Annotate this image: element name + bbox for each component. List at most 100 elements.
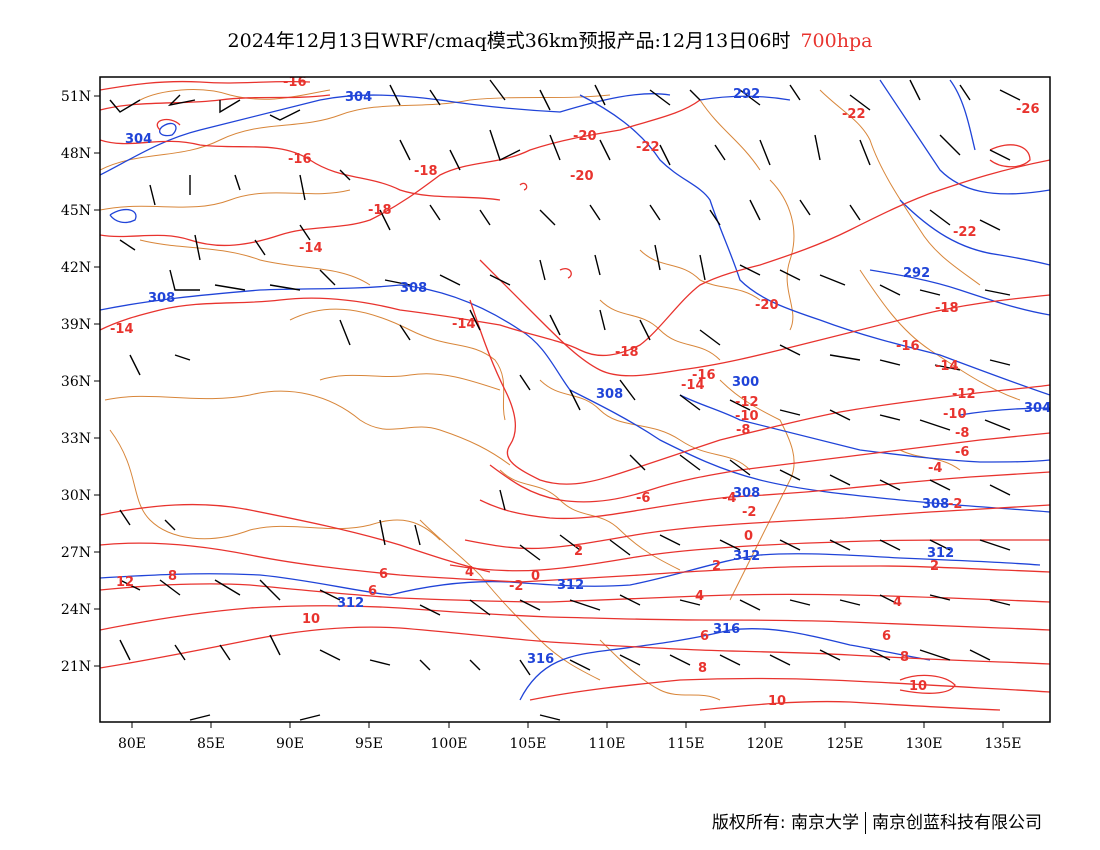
temperature-label: 2: [930, 559, 939, 574]
temperature-label: 4: [695, 589, 704, 604]
temperature-label: 6: [368, 584, 377, 599]
temperature-label: -8: [736, 423, 750, 438]
lat-tick-label: 48N: [61, 146, 91, 162]
lon-tick-label: 90E: [276, 736, 304, 752]
temperature-labels: -16 -16 -18 -18 -14 -14 -14 -20 -20 -22 …: [110, 75, 1040, 709]
temperature-label: -20: [755, 298, 779, 313]
temperature-label: -18: [368, 203, 392, 218]
temperature-label: -22: [636, 140, 660, 155]
temperature-label: -14: [935, 359, 959, 374]
temperature-label: 8: [698, 661, 707, 676]
lat-tick-label: 39N: [61, 317, 91, 333]
temperature-label: -6: [955, 445, 969, 460]
height-label: 316: [527, 652, 554, 667]
lat-tick-label: 51N: [61, 89, 91, 105]
height-label: 308: [148, 291, 175, 306]
lon-tick-label: 130E: [906, 736, 943, 752]
temperature-label: 4: [465, 565, 474, 580]
temperature-label: -2: [509, 579, 523, 594]
lon-tick-label: 105E: [510, 736, 547, 752]
temperature-label: -12: [952, 387, 976, 402]
temperature-label: -16: [283, 75, 307, 90]
height-label: 312: [733, 549, 760, 564]
temperature-label: -12: [735, 395, 759, 410]
lon-tick-label: 135E: [985, 736, 1022, 752]
lat-tick-label: 21N: [61, 659, 91, 675]
height-label: 292: [733, 87, 760, 102]
temperature-label: 2: [712, 559, 721, 574]
height-label: 308: [400, 281, 427, 296]
height-label: 312: [557, 578, 584, 593]
lon-tick-label: 80E: [118, 736, 146, 752]
temperature-label: -16: [692, 368, 716, 383]
map-title: 2024年12月13日WRF/cmaq模式36km预报产品:12月13日06时 7…: [0, 26, 1100, 53]
copyright-right: 南京创蓝科技有限公司: [872, 813, 1042, 833]
lat-tick-label: 27N: [61, 545, 91, 561]
temperature-label: -14: [299, 241, 323, 256]
temperature-label: -10: [735, 409, 759, 424]
temperature-label: -16: [288, 152, 312, 167]
temperature-label: 10: [768, 694, 786, 709]
lon-tick-label: 85E: [197, 736, 225, 752]
temperature-label: -10: [943, 407, 967, 422]
temperature-label: 8: [900, 650, 909, 665]
temperature-label: 0: [744, 529, 753, 544]
copyright-notice: 版权所有: 南京大学 南京创蓝科技有限公司: [712, 808, 1042, 834]
temperature-label: -4: [722, 491, 736, 506]
lon-tick-label: 120E: [747, 736, 784, 752]
temperature-label: 6: [882, 629, 891, 644]
temperature-label: 4: [893, 595, 902, 610]
temperature-label: -20: [570, 169, 594, 184]
map-frame: [99, 76, 1051, 723]
temperature-label: 8: [168, 569, 177, 584]
y-axis-labels: 51N 48N 45N 42N 39N 36N 33N 30N 27N 24N …: [61, 89, 91, 675]
temperature-label: -18: [414, 164, 438, 179]
copyright-left: 版权所有: 南京大学: [711, 813, 859, 833]
height-label: 304: [345, 90, 372, 105]
lon-tick-label: 110E: [589, 736, 626, 752]
temperature-label: -18: [935, 301, 959, 316]
lat-tick-label: 24N: [61, 602, 91, 618]
height-label: 308: [596, 387, 623, 402]
temperature-label: -2: [742, 505, 756, 520]
height-label: 312: [337, 596, 364, 611]
temperature-label: -4: [928, 461, 942, 476]
temperature-label: 2: [574, 544, 583, 559]
lon-tick-label: 125E: [827, 736, 864, 752]
temperature-label: 12: [116, 575, 134, 590]
lon-tick-label: 95E: [355, 736, 383, 752]
title-level: 700hpa: [800, 30, 873, 52]
height-label: 292: [903, 266, 930, 281]
height-label: 308: [922, 497, 949, 512]
height-label: 304: [1024, 401, 1051, 416]
lat-tick-label: 42N: [61, 260, 91, 276]
lat-tick-label: 33N: [61, 431, 91, 447]
temperature-label: -8: [955, 426, 969, 441]
temperature-label: -6: [636, 491, 650, 506]
height-labels: 304 304 292 308 308 292 308 300 308 308 …: [125, 87, 1051, 667]
lat-tick-label: 45N: [61, 203, 91, 219]
height-label: 316: [713, 622, 740, 637]
temperature-label: -16: [896, 339, 920, 354]
temperature-label: -20: [573, 129, 597, 144]
x-axis-labels: 80E 85E 90E 95E 100E 105E 110E 115E 120E…: [118, 736, 1022, 752]
title-main: 2024年12月13日WRF/cmaq模式36km预报产品:12月13日06时: [227, 30, 791, 52]
lat-tick-label: 36N: [61, 374, 91, 390]
temperature-label: 6: [700, 629, 709, 644]
x-axis: [131, 722, 1004, 728]
wind-barbs: [109, 79, 1021, 721]
lon-tick-label: 115E: [668, 736, 705, 752]
temperature-label: -26: [1016, 102, 1040, 117]
temperature-label: -22: [953, 225, 977, 240]
y-axis: [94, 95, 100, 667]
lat-tick-label: 30N: [61, 488, 91, 504]
temperature-label: -18: [615, 345, 639, 360]
height-label: 300: [732, 375, 759, 390]
temperature-label: 10: [302, 612, 320, 627]
temperature-label: 0: [531, 569, 540, 584]
height-label: 308: [733, 486, 760, 501]
temperature-label: -2: [948, 497, 962, 512]
temperature-label: -14: [110, 322, 134, 337]
height-label: 304: [125, 132, 152, 147]
